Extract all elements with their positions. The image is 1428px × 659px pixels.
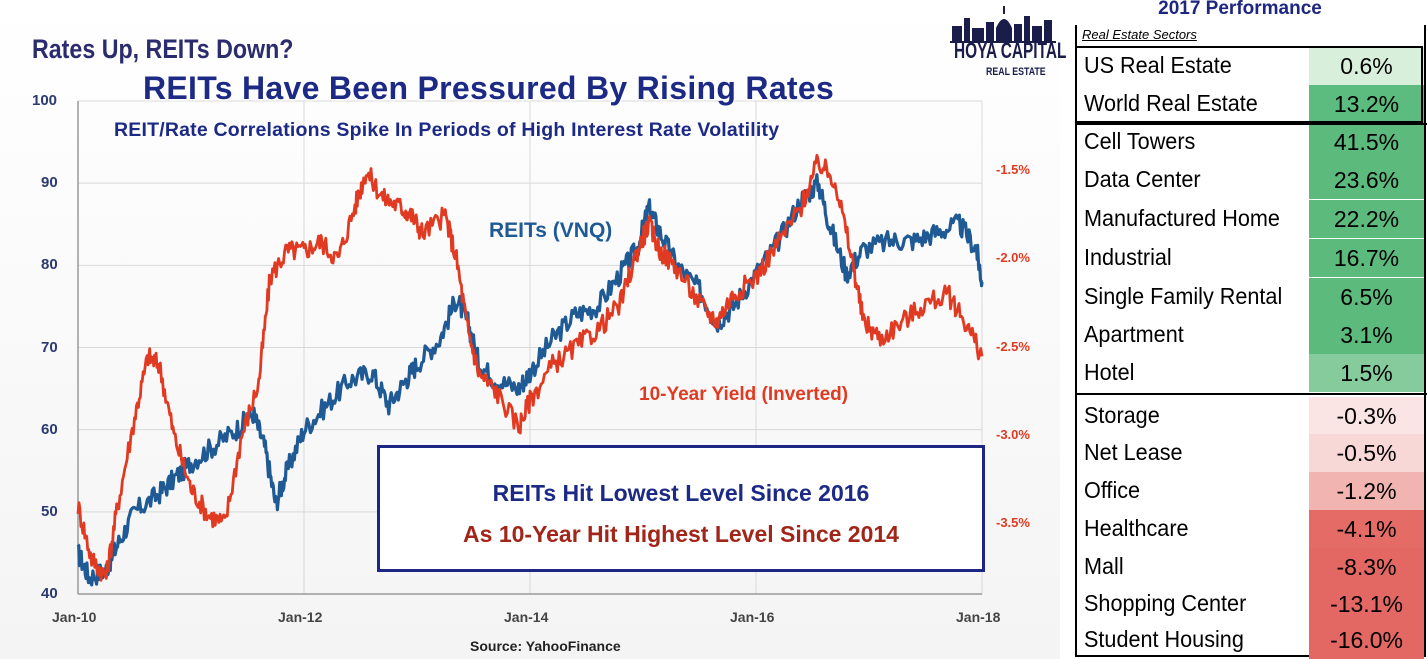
performance-row: Apartment 3.1% [1072, 316, 1428, 354]
performance-row: Office -1.2% [1072, 472, 1428, 510]
sector-return: 23.6% [1309, 161, 1424, 199]
sector-return: 13.2% [1309, 85, 1424, 123]
section-divider [1077, 393, 1427, 395]
y-left-tick-label: 60 [41, 420, 58, 438]
y-right-tick-label: -3.5% [996, 514, 1030, 530]
sector-return: 41.5% [1309, 123, 1424, 161]
logo-tagline: REAL ESTATE [986, 66, 1046, 78]
sector-return: 6.5% [1309, 278, 1424, 316]
series-line-yield [76, 153, 984, 582]
performance-row: Student Housing -16.0% [1072, 621, 1428, 659]
source-note: Source: YahooFinance [470, 638, 621, 654]
sector-name: Storage [1084, 402, 1160, 428]
performance-row: Shopping Center -13.1% [1072, 585, 1428, 623]
sector-name: Data Center [1084, 166, 1201, 192]
sector-name: Net Lease [1084, 439, 1183, 465]
chart-subtitle: REIT/Rate Correlations Spike In Periods … [114, 119, 780, 141]
x-tick-label: Jan-12 [278, 609, 323, 625]
x-tick-label: Jan-16 [730, 609, 775, 625]
sector-name: Hotel [1084, 359, 1135, 385]
callout-box: REITs Hit Lowest Level Since 2016 As 10-… [377, 445, 985, 572]
y-left-tick-label: 100 [32, 92, 58, 109]
x-tick-label: Jan-10 [52, 609, 97, 625]
sector-return: -4.1% [1309, 510, 1424, 548]
callout-line-yield: As 10-Year Hit Highest Level Since 2014 [463, 521, 899, 547]
sector-name: Shopping Center [1084, 590, 1247, 616]
sector-name: Manufactured Home [1084, 205, 1280, 231]
performance-row: Cell Towers 41.5% [1072, 123, 1428, 161]
series-line-reits [76, 173, 984, 587]
sector-name: World Real Estate [1084, 90, 1258, 116]
sector-return: -1.2% [1309, 472, 1424, 510]
sector-name: Single Family Rental [1084, 283, 1283, 309]
sector-return: 0.6% [1309, 47, 1424, 85]
performance-row: Single Family Rental 6.5% [1072, 278, 1428, 316]
y-right-tick-label: -3.0% [996, 426, 1030, 442]
y-right-tick-label: -2.5% [996, 338, 1030, 354]
performance-row: World Real Estate 13.2% [1072, 85, 1428, 123]
y-right-tick-label: -2.0% [996, 250, 1030, 266]
sector-name: Mall [1084, 553, 1124, 579]
sector-name: Healthcare [1084, 515, 1189, 541]
sector-name: Industrial [1084, 244, 1172, 270]
y-left-tick-label: 80 [41, 256, 58, 274]
sector-return: 3.1% [1309, 316, 1424, 354]
performance-row: Industrial 16.7% [1072, 239, 1428, 277]
y-left-tick-label: 40 [41, 585, 58, 602]
sector-return: -8.3% [1309, 548, 1424, 586]
sector-return: 22.2% [1309, 200, 1424, 238]
chart-panel: 100 90 80 70 60 50 40 -1.5% -2.0% -2.5% -3.0% -3.5%… [0, 0, 1066, 659]
performance-frame [1075, 25, 1426, 657]
y-left-tick-label: 70 [41, 338, 58, 356]
y-left-tick-label: 90 [41, 174, 58, 192]
performance-row: Manufactured Home 22.2% [1072, 200, 1428, 238]
series-label-reits: REITs (VNQ) [489, 219, 613, 242]
performance-row: Storage -0.3% [1072, 397, 1428, 435]
performance-row: Hotel 1.5% [1072, 354, 1428, 392]
sector-return: -16.0% [1309, 621, 1424, 659]
capitol-skyline-icon [950, 6, 1056, 43]
performance-row: US Real Estate 0.6% [1072, 47, 1428, 85]
sector-name: Student Housing [1084, 626, 1244, 652]
performance-row: Healthcare -4.1% [1072, 510, 1428, 548]
series-label-yield: 10-Year Yield (Inverted) [639, 384, 849, 405]
x-tick-label: Jan-18 [956, 609, 1001, 625]
x-tick-label: Jan-14 [504, 609, 549, 625]
y-right-tick-label: -1.5% [996, 162, 1030, 178]
performance-title: 2017 Performance [1158, 0, 1322, 19]
sector-name: Office [1084, 477, 1141, 503]
performance-row: Data Center 23.6% [1072, 161, 1428, 199]
sector-return: -0.5% [1309, 434, 1424, 472]
section-divider [1077, 123, 1427, 125]
sector-return: 16.7% [1309, 239, 1424, 277]
y-left-tick-label: 50 [41, 502, 58, 520]
sector-name: US Real Estate [1084, 52, 1232, 78]
sector-return: 1.5% [1309, 354, 1424, 392]
chart-title: REITs Have Been Pressured By Rising Rate… [143, 70, 835, 106]
hoya-capital-logo: HOYA CAPITAL REAL ESTATE [946, 4, 1066, 88]
sector-name: Apartment [1084, 321, 1184, 347]
performance-table: 2017 Performance Real Estate Sectors US … [1072, 0, 1428, 659]
performance-row: Mall -8.3% [1072, 548, 1428, 586]
logo-name: HOYA CAPITAL [954, 38, 1067, 63]
callout-line-reits: REITs Hit Lowest Level Since 2016 [492, 480, 870, 506]
performance-column-header: Real Estate Sectors [1082, 27, 1197, 42]
performance-row: Net Lease -0.5% [1072, 434, 1428, 472]
chart-small-title: Rates Up, REITs Down? [32, 34, 294, 64]
sector-return: -13.1% [1309, 585, 1424, 623]
sector-name: Cell Towers [1084, 128, 1196, 154]
sector-return: -0.3% [1309, 397, 1424, 435]
